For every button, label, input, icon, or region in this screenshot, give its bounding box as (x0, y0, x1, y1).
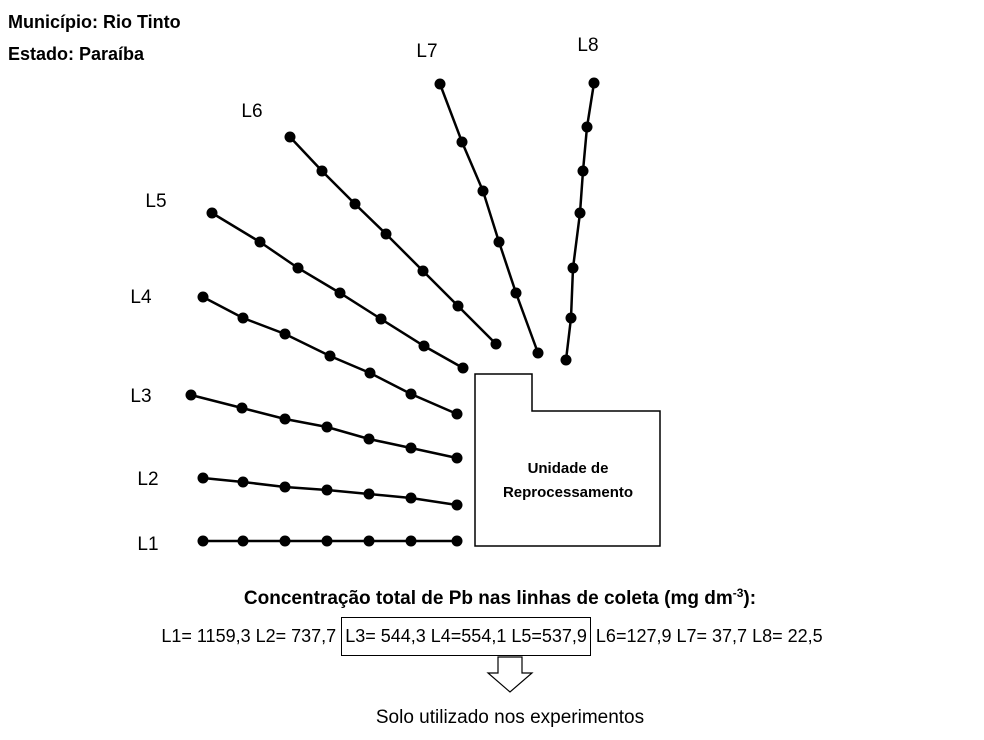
value: L7= 37,7 (676, 626, 748, 646)
sampling-point (577, 165, 589, 177)
sampling-point (405, 535, 417, 547)
sampling-point (364, 367, 376, 379)
sampling-point (588, 77, 600, 89)
building-label: Reprocessamento (503, 484, 633, 501)
caption-title: Concentração total de Pb nas linhas de c… (244, 586, 756, 609)
sampling-point (237, 535, 249, 547)
value: L6=127,9 (595, 626, 672, 646)
sampling-point (237, 476, 249, 488)
sampling-point (510, 287, 522, 299)
sampling-point (451, 408, 463, 420)
value: L1= 1159,3 (161, 626, 251, 646)
sampling-point (363, 488, 375, 500)
sampling-point (451, 452, 463, 464)
sampling-point (236, 402, 248, 414)
sampling-point (349, 198, 361, 210)
sampling-point (405, 492, 417, 504)
value: L2= 737,7 (255, 626, 337, 646)
sampling-point (316, 165, 328, 177)
sampling-point (452, 300, 464, 312)
arrow (486, 656, 534, 693)
sampling-point (560, 354, 572, 366)
sampling-point (334, 287, 346, 299)
sampling-point (321, 421, 333, 433)
sampling-point (375, 313, 387, 325)
superscript: -3 (733, 586, 744, 600)
caption-text: ): (743, 588, 756, 609)
building-label: Unidade de (528, 460, 609, 477)
sampling-point (206, 207, 218, 219)
sampling-point (581, 121, 593, 133)
footnote: Solo utilizado nos experimentos (375, 707, 645, 728)
sampling-point (434, 78, 446, 90)
sampling-lines: L1 L2 L3 L4 L5 L6 L7 L8 (130, 35, 600, 555)
line-label: L2 (137, 469, 158, 490)
sampling-point (321, 484, 333, 496)
sampling-point (185, 389, 197, 401)
sampling-point (417, 265, 429, 277)
caption-text: Concentração total de Pb nas linhas de c… (244, 588, 733, 609)
sampling-point (490, 338, 502, 350)
sampling-point (493, 236, 505, 248)
sampling-point (279, 328, 291, 340)
sampling-point (456, 136, 468, 148)
sampling-point (324, 350, 336, 362)
sampling-point (197, 535, 209, 547)
line-label: L5 (145, 191, 166, 212)
sampling-point (567, 262, 579, 274)
selected-group: L3= 544,3 L4=554,1 L5=537,9 (341, 617, 591, 656)
line-label: L4 (130, 287, 152, 308)
sampling-point (284, 131, 296, 143)
sampling-point (405, 388, 417, 400)
concentrations: L1= 1159,3 L2= 737,7 L3= 544,3 L4=554,1 … (0, 617, 984, 656)
sampling-point (363, 535, 375, 547)
line-label: L3 (130, 386, 151, 407)
state: Estado: Paraíba (8, 44, 145, 64)
sampling-point (565, 312, 577, 324)
sampling-line (438, 83, 540, 354)
sampling-point (380, 228, 392, 240)
municipality: Município: Rio Tinto (8, 12, 181, 32)
sampling-point (254, 236, 266, 248)
sampling-point (321, 535, 333, 547)
value: L3= 544,3 (345, 626, 426, 646)
value: L8= 22,5 (752, 626, 823, 646)
sampling-point (574, 207, 586, 219)
sampling-point (457, 362, 469, 374)
sampling-point (279, 413, 291, 425)
sampling-point (451, 535, 463, 547)
sampling-point (279, 535, 291, 547)
sampling-point (451, 499, 463, 511)
line-label: L7 (416, 41, 437, 62)
line-label: L6 (241, 101, 262, 122)
sampling-point (292, 262, 304, 274)
line-label: L8 (577, 35, 598, 56)
sampling-point (197, 291, 209, 303)
sampling-point (363, 433, 375, 445)
sampling-point (197, 472, 209, 484)
sampling-point (418, 340, 430, 352)
value: L5=537,9 (511, 626, 587, 646)
value: L4=554,1 (430, 626, 507, 646)
sampling-point (237, 312, 249, 324)
sampling-point (532, 347, 544, 359)
building (474, 373, 661, 547)
sampling-point (477, 185, 489, 197)
sampling-point (279, 481, 291, 493)
sampling-point (405, 442, 417, 454)
line-label: L1 (137, 534, 158, 555)
